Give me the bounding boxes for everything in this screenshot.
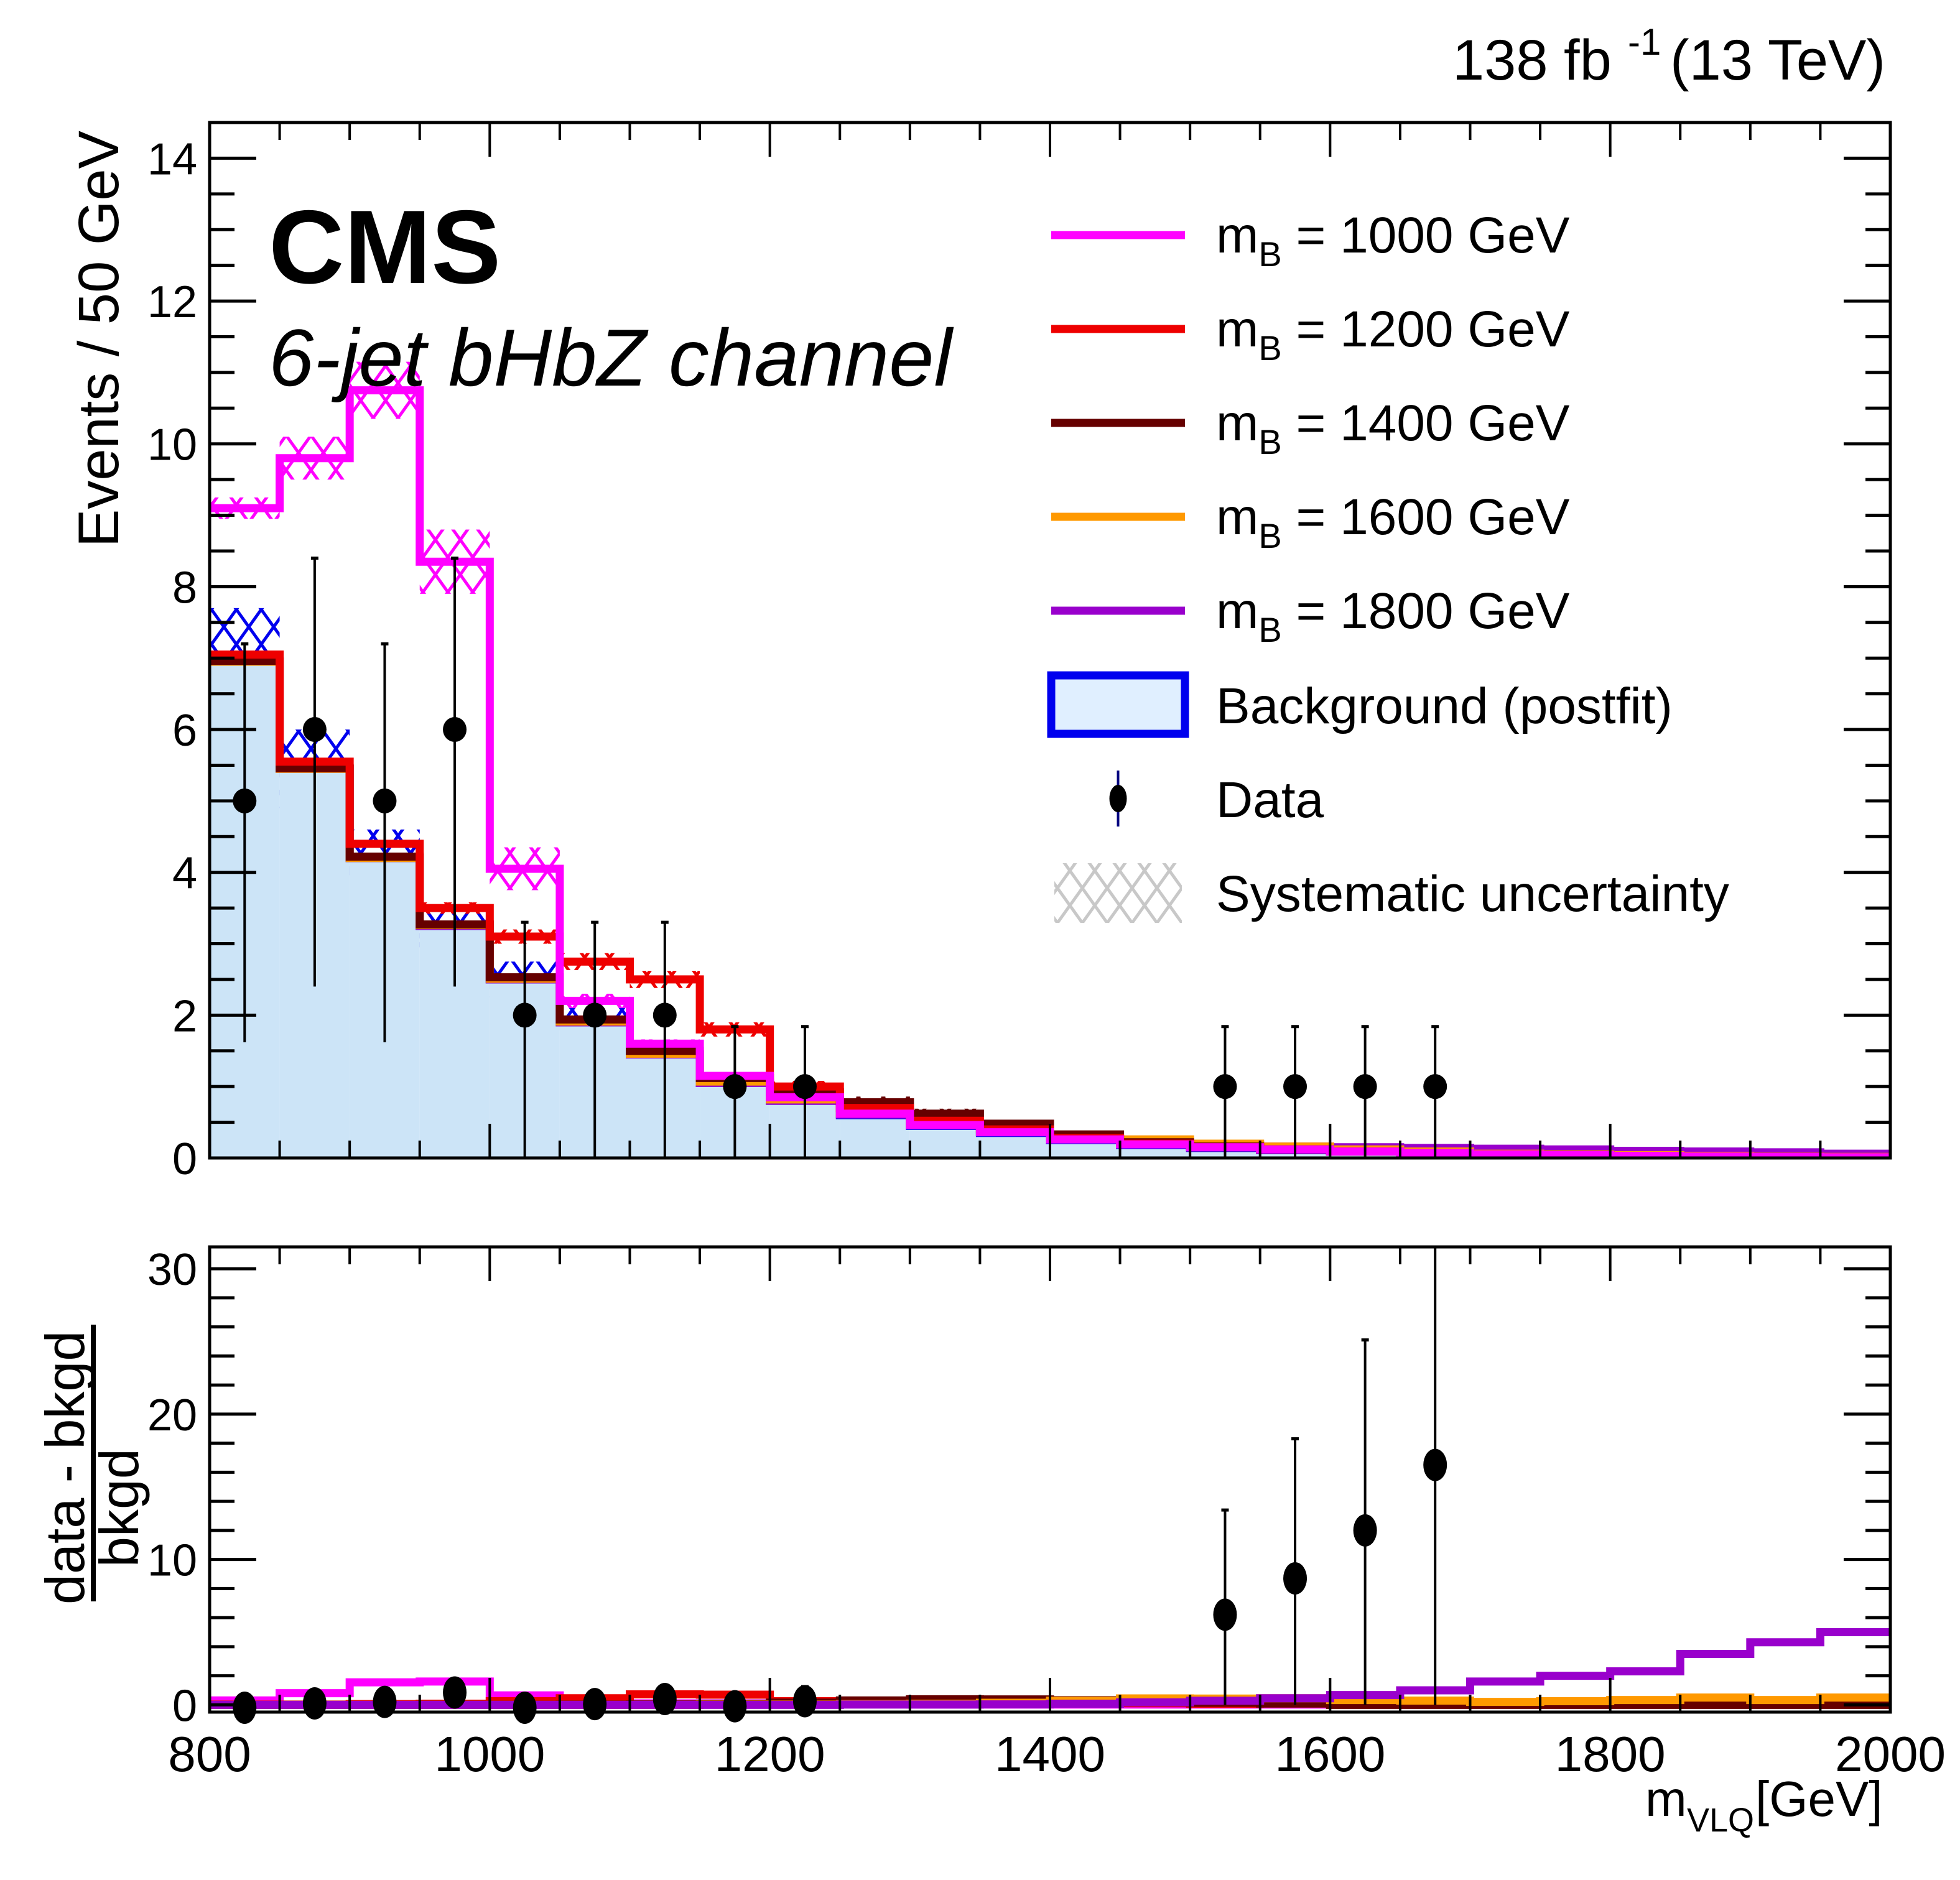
ratio-data-point	[233, 1691, 257, 1724]
lumi-label: 138 fb	[1452, 29, 1612, 92]
y-tick-label: 6	[172, 706, 197, 756]
legend-item-m1200: mB = 1200 GeV	[1051, 301, 1570, 368]
data-point	[792, 1074, 817, 1100]
data-point	[302, 717, 327, 743]
channel-label: 6-jet bHbZ channel	[269, 312, 954, 403]
y-tick-label: 4	[172, 849, 197, 899]
background-bin	[840, 1115, 910, 1158]
legend-label: mB = 1600 GeV	[1216, 489, 1570, 555]
x-tick-label: 1400	[995, 1726, 1105, 1782]
ratio-data-point	[653, 1682, 677, 1715]
ratio-data-point	[583, 1688, 607, 1721]
data-point	[513, 1003, 537, 1028]
legend-label: Background (postfit)	[1216, 678, 1673, 734]
legend-item-background: Background (postfit)	[1047, 671, 1673, 738]
data-point	[583, 1003, 607, 1028]
background-bin	[980, 1132, 1050, 1158]
x-axis-label: m VLQ [GeV]	[1645, 1771, 1883, 1839]
ratio-data-point	[513, 1691, 537, 1724]
main-y-axis-label: Events / 50 GeV	[67, 131, 131, 547]
legend-label: mB = 1200 GeV	[1216, 301, 1570, 368]
data-point	[1283, 1074, 1307, 1100]
ratio-data-point	[723, 1690, 747, 1723]
legend-label: mB = 1800 GeV	[1216, 583, 1570, 649]
ratio-axes: 0 10 20 30 800 1000 1200 1400 1600 1800 2000	[147, 1245, 1946, 1782]
ratio-data-point	[1353, 1514, 1377, 1547]
legend-item-syst: Systematic uncertainty	[1054, 863, 1729, 923]
data-point	[443, 717, 467, 743]
y-tick-label: 12	[147, 277, 197, 327]
ratio-y-axis-label: data - bkgd bkgd	[34, 1325, 150, 1604]
x-axis-label-unit: [GeV]	[1755, 1771, 1883, 1827]
legend: mB = 1000 GeV mB = 1200 GeV mB = 1400 GeV m…	[1047, 207, 1729, 923]
legend-swatch-data-marker	[1109, 785, 1127, 812]
legend-item-m1600: mB = 1600 GeV	[1051, 489, 1570, 555]
ratio-data-point	[443, 1676, 467, 1709]
main-data-points	[233, 556, 1447, 1158]
data-point	[1423, 1074, 1447, 1100]
x-tick-label: 2000	[1835, 1726, 1946, 1782]
y-tick-label: 0	[172, 1681, 197, 1731]
legend-label: Data	[1216, 772, 1324, 828]
data-point	[233, 788, 257, 813]
lumi-header: 138 fb -1 (13 TeV)	[1452, 21, 1885, 92]
ratio-data-point	[1423, 1448, 1447, 1481]
x-tick-label: 1000	[434, 1726, 545, 1782]
energy-label: (13 TeV)	[1670, 29, 1885, 92]
cms-label: CMS	[269, 188, 501, 305]
ratio-data-point	[302, 1687, 327, 1720]
data-point	[653, 1003, 677, 1028]
x-axis-label-sub: VLQ	[1687, 1802, 1754, 1839]
y-tick-label: 14	[147, 134, 197, 184]
x-tick-label: 1800	[1555, 1726, 1666, 1782]
data-point	[1353, 1074, 1377, 1100]
legend-item-data: Data	[1109, 771, 1324, 828]
legend-item-m1400: mB = 1400 GeV	[1051, 395, 1570, 461]
y-tick-label: 0	[172, 1134, 197, 1184]
ratio-data-point	[373, 1685, 397, 1718]
x-tick-label: 1200	[715, 1726, 825, 1782]
ratio-data-point	[792, 1685, 817, 1718]
legend-label: Systematic uncertainty	[1216, 866, 1729, 922]
ratio-y-label-numerator: data - bkgd	[34, 1331, 96, 1604]
x-tick-label: 1600	[1275, 1726, 1385, 1782]
data-point	[1213, 1074, 1237, 1100]
x-tick-label: 800	[168, 1726, 251, 1782]
ratio-data-point	[1283, 1562, 1307, 1595]
y-tick-label: 8	[172, 563, 197, 613]
legend-item-m1800: mB = 1800 GeV	[1051, 583, 1570, 649]
plot-frame	[208, 1245, 1892, 1714]
data-point	[373, 788, 397, 813]
lumi-exponent: -1	[1628, 21, 1661, 63]
ratio-data-point	[1213, 1598, 1237, 1631]
y-tick-label: 10	[147, 1536, 197, 1586]
legend-item-m1000: mB = 1000 GeV	[1051, 207, 1570, 274]
y-tick-label: 30	[147, 1245, 197, 1295]
y-tick-label: 10	[147, 420, 197, 470]
y-tick-label: 2	[172, 991, 197, 1041]
background-bin	[909, 1126, 980, 1158]
data-point	[723, 1074, 747, 1100]
main-axes: 0 2 4 6 8 10 12 14	[147, 121, 1892, 1184]
y-tick-label: 20	[147, 1391, 197, 1440]
legend-swatch-background	[1047, 671, 1189, 738]
ratio-data-points	[233, 1247, 1447, 1724]
legend-swatch-syst	[1054, 863, 1182, 923]
legend-label: mB = 1000 GeV	[1216, 207, 1570, 274]
legend-label: mB = 1400 GeV	[1216, 395, 1570, 461]
ratio-y-label-denominator: bkgd	[88, 1448, 150, 1567]
x-axis-label-main: m	[1645, 1771, 1687, 1827]
